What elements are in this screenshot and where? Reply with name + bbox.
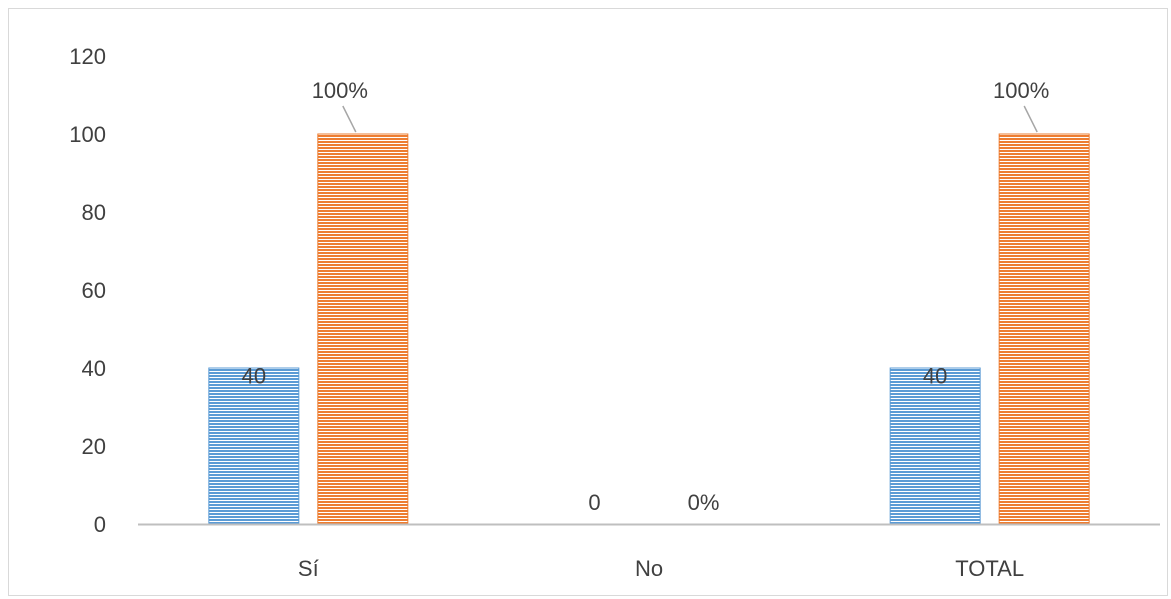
data-label-leader — [342, 105, 357, 133]
x-tick-label: Sí — [298, 556, 319, 581]
y-tick-label: 100 — [69, 122, 106, 147]
bar — [208, 367, 300, 525]
y-tick-label: 80 — [82, 200, 106, 225]
bars — [208, 133, 1090, 525]
y-tick-label: 0 — [94, 512, 106, 537]
y-axis-ticks: 0 20 40 60 80 100 120 — [69, 44, 106, 537]
data-label: 0% — [688, 490, 720, 515]
data-label-leader — [1023, 105, 1038, 133]
bar — [998, 133, 1090, 525]
bar — [317, 133, 409, 525]
x-tick-label: TOTAL — [955, 556, 1024, 581]
y-tick-label: 40 — [82, 356, 106, 381]
data-label: 0 — [588, 490, 600, 515]
y-tick-label: 20 — [82, 434, 106, 459]
y-tick-label: 60 — [82, 278, 106, 303]
x-axis-ticks: Sí No TOTAL — [298, 556, 1024, 581]
y-tick-label: 120 — [69, 44, 106, 69]
data-label: 40 — [242, 364, 266, 389]
data-label: 40 — [923, 364, 947, 389]
x-tick-label: No — [635, 556, 663, 581]
data-label: 100% — [993, 78, 1049, 103]
data-labels: 40 100% 0 0% 40 100% — [242, 78, 1050, 515]
data-label: 100% — [312, 78, 368, 103]
bar — [889, 367, 981, 525]
